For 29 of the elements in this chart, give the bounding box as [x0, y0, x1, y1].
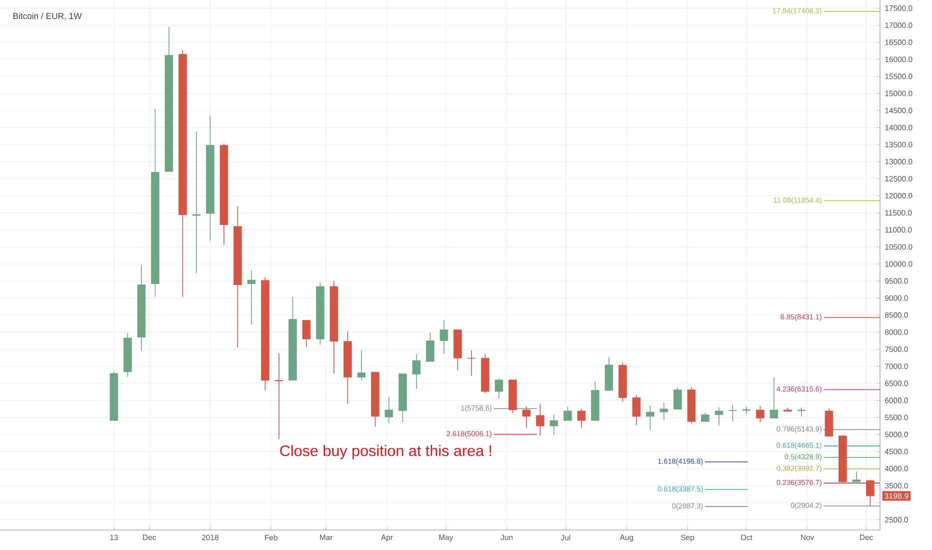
candlestick [714, 406, 724, 426]
candlestick [440, 320, 448, 354]
candlestick [536, 403, 544, 436]
candlestick [756, 405, 764, 423]
candlestick [632, 394, 641, 426]
text: Bitcoin / EUR, 1W [13, 12, 82, 20]
candlestick [852, 470, 861, 483]
candlestick [192, 130, 201, 274]
candlestick [577, 408, 586, 428]
candlestick [866, 479, 874, 507]
candlestick [384, 396, 394, 424]
candlestick [302, 320, 311, 348]
candlestick [247, 270, 256, 326]
candlestick [357, 350, 366, 381]
candlestick [564, 406, 572, 421]
candlestick [728, 404, 737, 422]
candlestick [274, 352, 284, 440]
candlestick [660, 402, 668, 420]
annotation: Close buy position at this area ! [280, 444, 492, 460]
candlestick [674, 387, 682, 410]
candlestick [550, 414, 558, 436]
candlestick [646, 405, 654, 430]
candlestick [522, 406, 531, 428]
candlestick [770, 376, 778, 419]
candlestick [467, 350, 476, 376]
candlestick [426, 332, 434, 362]
candlestick [494, 378, 504, 399]
candlestick [412, 354, 421, 390]
candlestick [797, 407, 806, 417]
